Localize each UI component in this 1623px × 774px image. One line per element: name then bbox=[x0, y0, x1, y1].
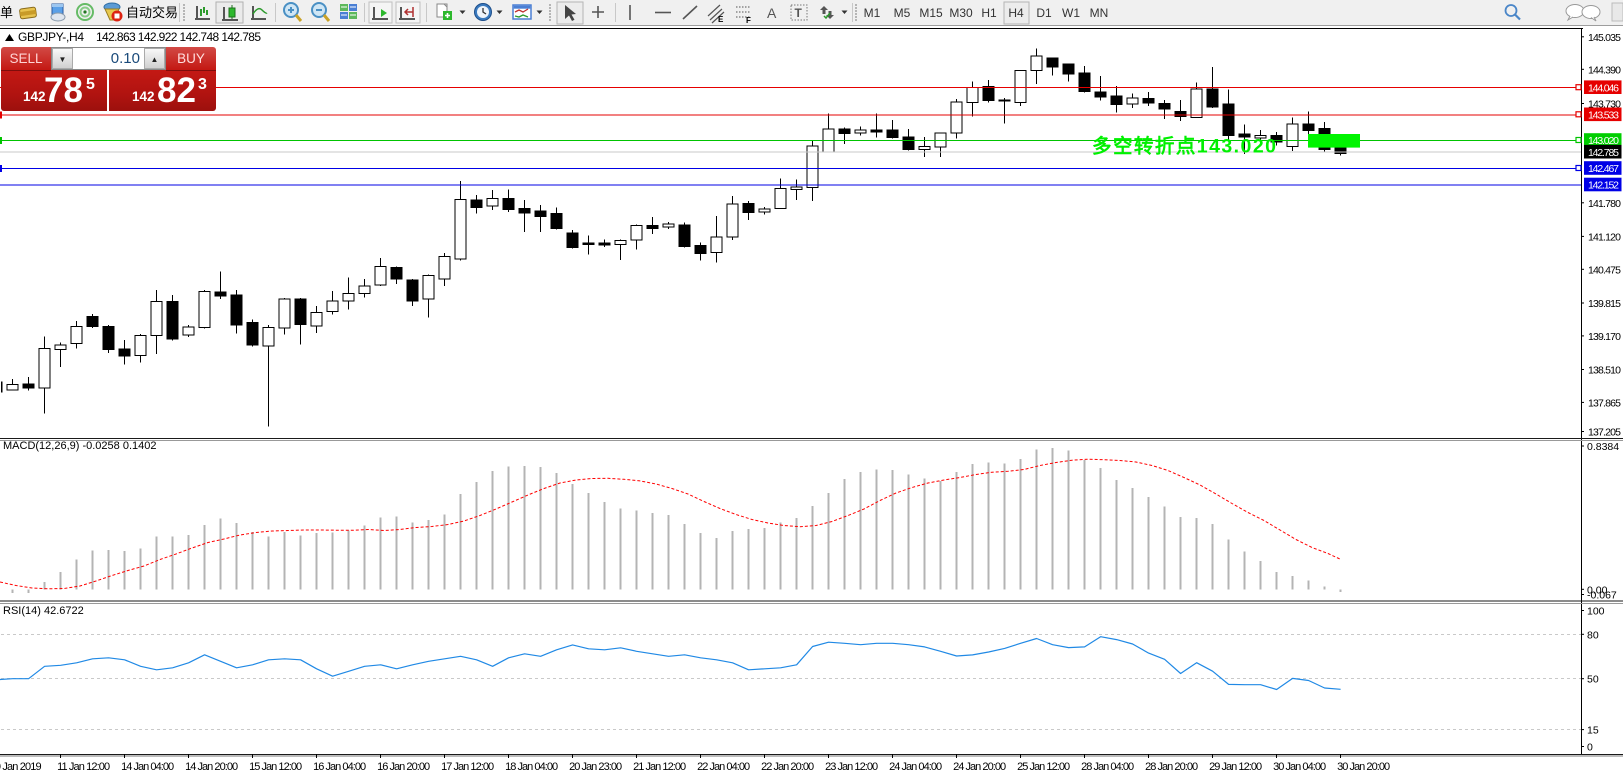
svg-text:0.00: 0.00 bbox=[1587, 584, 1608, 596]
svg-text:144.046: 144.046 bbox=[1588, 82, 1619, 94]
svg-text:18 Jan 04:00: 18 Jan 04:00 bbox=[505, 761, 558, 773]
svg-text:M1: M1 bbox=[864, 6, 881, 20]
svg-text:0.8384: 0.8384 bbox=[1587, 441, 1619, 453]
svg-text:自动交易: 自动交易 bbox=[126, 5, 178, 20]
svg-text:138.510: 138.510 bbox=[1588, 365, 1621, 377]
svg-text:23 Jan 12:00: 23 Jan 12:00 bbox=[825, 761, 878, 773]
svg-text:28 Jan 04:00: 28 Jan 04:00 bbox=[1081, 761, 1134, 773]
svg-text:W1: W1 bbox=[1062, 6, 1080, 20]
svg-text:D1: D1 bbox=[1036, 6, 1052, 20]
svg-text:15 Jan 12:00: 15 Jan 12:00 bbox=[249, 761, 302, 773]
svg-text:142.152: 142.152 bbox=[1588, 180, 1619, 192]
svg-text:11 Jan 12:00: 11 Jan 12:00 bbox=[57, 761, 110, 773]
svg-text:139.815: 139.815 bbox=[1588, 298, 1621, 310]
svg-text:25 Jan 12:00: 25 Jan 12:00 bbox=[1017, 761, 1070, 773]
svg-text:MACD(12,26,9) -0.0258 0.1402: MACD(12,26,9) -0.0258 0.1402 bbox=[3, 440, 156, 452]
svg-text:17 Jan 12:00: 17 Jan 12:00 bbox=[441, 761, 494, 773]
svg-text:143.533: 143.533 bbox=[1588, 110, 1619, 122]
svg-text:137.205: 137.205 bbox=[1588, 427, 1621, 439]
svg-text:RSI(14) 42.6722: RSI(14) 42.6722 bbox=[3, 605, 84, 617]
svg-text:单: 单 bbox=[0, 5, 13, 20]
svg-text:30 Jan 04:00: 30 Jan 04:00 bbox=[1273, 761, 1326, 773]
svg-text:140.475: 140.475 bbox=[1588, 264, 1621, 276]
svg-text:14 Jan 04:00: 14 Jan 04:00 bbox=[121, 761, 174, 773]
svg-text:14 Jan 20:00: 14 Jan 20:00 bbox=[185, 761, 238, 773]
svg-text:M30: M30 bbox=[949, 6, 973, 20]
svg-text:137.865: 137.865 bbox=[1588, 397, 1621, 409]
svg-text:E: E bbox=[718, 15, 724, 24]
svg-text:142.467: 142.467 bbox=[1588, 163, 1619, 175]
svg-text:50: 50 bbox=[1587, 674, 1599, 686]
svg-text:28 Jan 20:00: 28 Jan 20:00 bbox=[1145, 761, 1198, 773]
svg-text:16 Jan 04:00: 16 Jan 04:00 bbox=[313, 761, 366, 773]
svg-text:80: 80 bbox=[1587, 629, 1599, 641]
svg-text:139.170: 139.170 bbox=[1588, 331, 1621, 343]
svg-text:M5: M5 bbox=[894, 6, 911, 20]
svg-text:142.863 142.922 142.748 142.78: 142.863 142.922 142.748 142.785 bbox=[96, 30, 261, 44]
svg-text:H4: H4 bbox=[1008, 6, 1024, 20]
svg-text:29 Jan 12:00: 29 Jan 12:00 bbox=[1209, 761, 1262, 773]
svg-text:142.785: 142.785 bbox=[1588, 147, 1619, 159]
svg-text:多空转折点143.020: 多空转折点143.020 bbox=[1092, 135, 1276, 158]
svg-text:15: 15 bbox=[1587, 725, 1599, 737]
svg-text:30 Jan 20:00: 30 Jan 20:00 bbox=[1337, 761, 1390, 773]
svg-text:141.780: 141.780 bbox=[1588, 198, 1621, 210]
svg-text:GBPJPY-,H4: GBPJPY-,H4 bbox=[18, 30, 84, 44]
svg-text:24 Jan 04:00: 24 Jan 04:00 bbox=[889, 761, 942, 773]
svg-text:145.035: 145.035 bbox=[1588, 32, 1621, 44]
svg-text:0: 0 bbox=[1587, 742, 1593, 754]
svg-text:22 Jan 04:00: 22 Jan 04:00 bbox=[697, 761, 750, 773]
svg-text:144.390: 144.390 bbox=[1588, 64, 1621, 76]
svg-text:141.120: 141.120 bbox=[1588, 231, 1621, 243]
svg-text:143.020: 143.020 bbox=[1588, 135, 1619, 147]
svg-text:T: T bbox=[795, 6, 803, 20]
svg-text:H1: H1 bbox=[981, 6, 997, 20]
svg-text:MN: MN bbox=[1090, 6, 1109, 20]
svg-text:-0.067: -0.067 bbox=[1587, 590, 1617, 602]
svg-text:16 Jan 20:00: 16 Jan 20:00 bbox=[377, 761, 430, 773]
svg-text:A: A bbox=[767, 5, 777, 21]
svg-text:M15: M15 bbox=[919, 6, 943, 20]
svg-text:F: F bbox=[746, 16, 751, 25]
svg-text:20 Jan 23:00: 20 Jan 23:00 bbox=[569, 761, 622, 773]
svg-text:10 Jan 2019: 10 Jan 2019 bbox=[0, 761, 42, 773]
svg-text:21 Jan 12:00: 21 Jan 12:00 bbox=[633, 761, 686, 773]
svg-text:100: 100 bbox=[1587, 606, 1605, 618]
svg-text:22 Jan 20:00: 22 Jan 20:00 bbox=[761, 761, 814, 773]
svg-text:24 Jan 20:00: 24 Jan 20:00 bbox=[953, 761, 1006, 773]
